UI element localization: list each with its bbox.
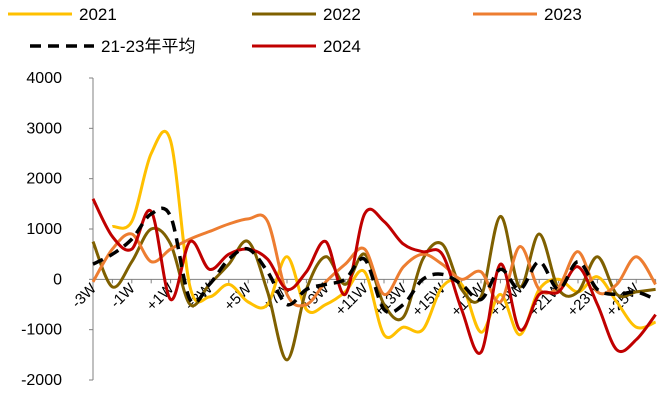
y-axis: -2000 -1000 0 1000 2000 3000 4000 <box>21 70 94 389</box>
y-tick-label: 3000 <box>26 120 62 137</box>
legend: 2021 2022 2023 21-23年平均 2024 <box>8 5 582 56</box>
y-tick-label: -2000 <box>21 372 62 389</box>
series-line-2022 <box>91 214 656 362</box>
y-tick-label: -1000 <box>21 322 62 339</box>
plot-area <box>91 130 657 362</box>
x-tick-label: -3W <box>68 280 100 312</box>
y-tick-label: 4000 <box>26 70 62 87</box>
legend-label-21-23: 21-23年平均 <box>101 37 195 56</box>
legend-label-2024: 2024 <box>323 37 361 56</box>
series-line-2023 <box>91 213 657 308</box>
x-tick-label: -1W <box>107 280 139 312</box>
legend-label-2023: 2023 <box>544 5 582 24</box>
series-line-2024 <box>91 198 657 355</box>
y-tick-label: 0 <box>53 271 62 288</box>
y-tick-label: 2000 <box>26 171 62 188</box>
legend-label-2022: 2022 <box>323 5 361 24</box>
legend-label-2021: 2021 <box>79 5 117 24</box>
y-tick-label: 1000 <box>26 221 62 238</box>
series-line-21-23 <box>92 206 657 315</box>
